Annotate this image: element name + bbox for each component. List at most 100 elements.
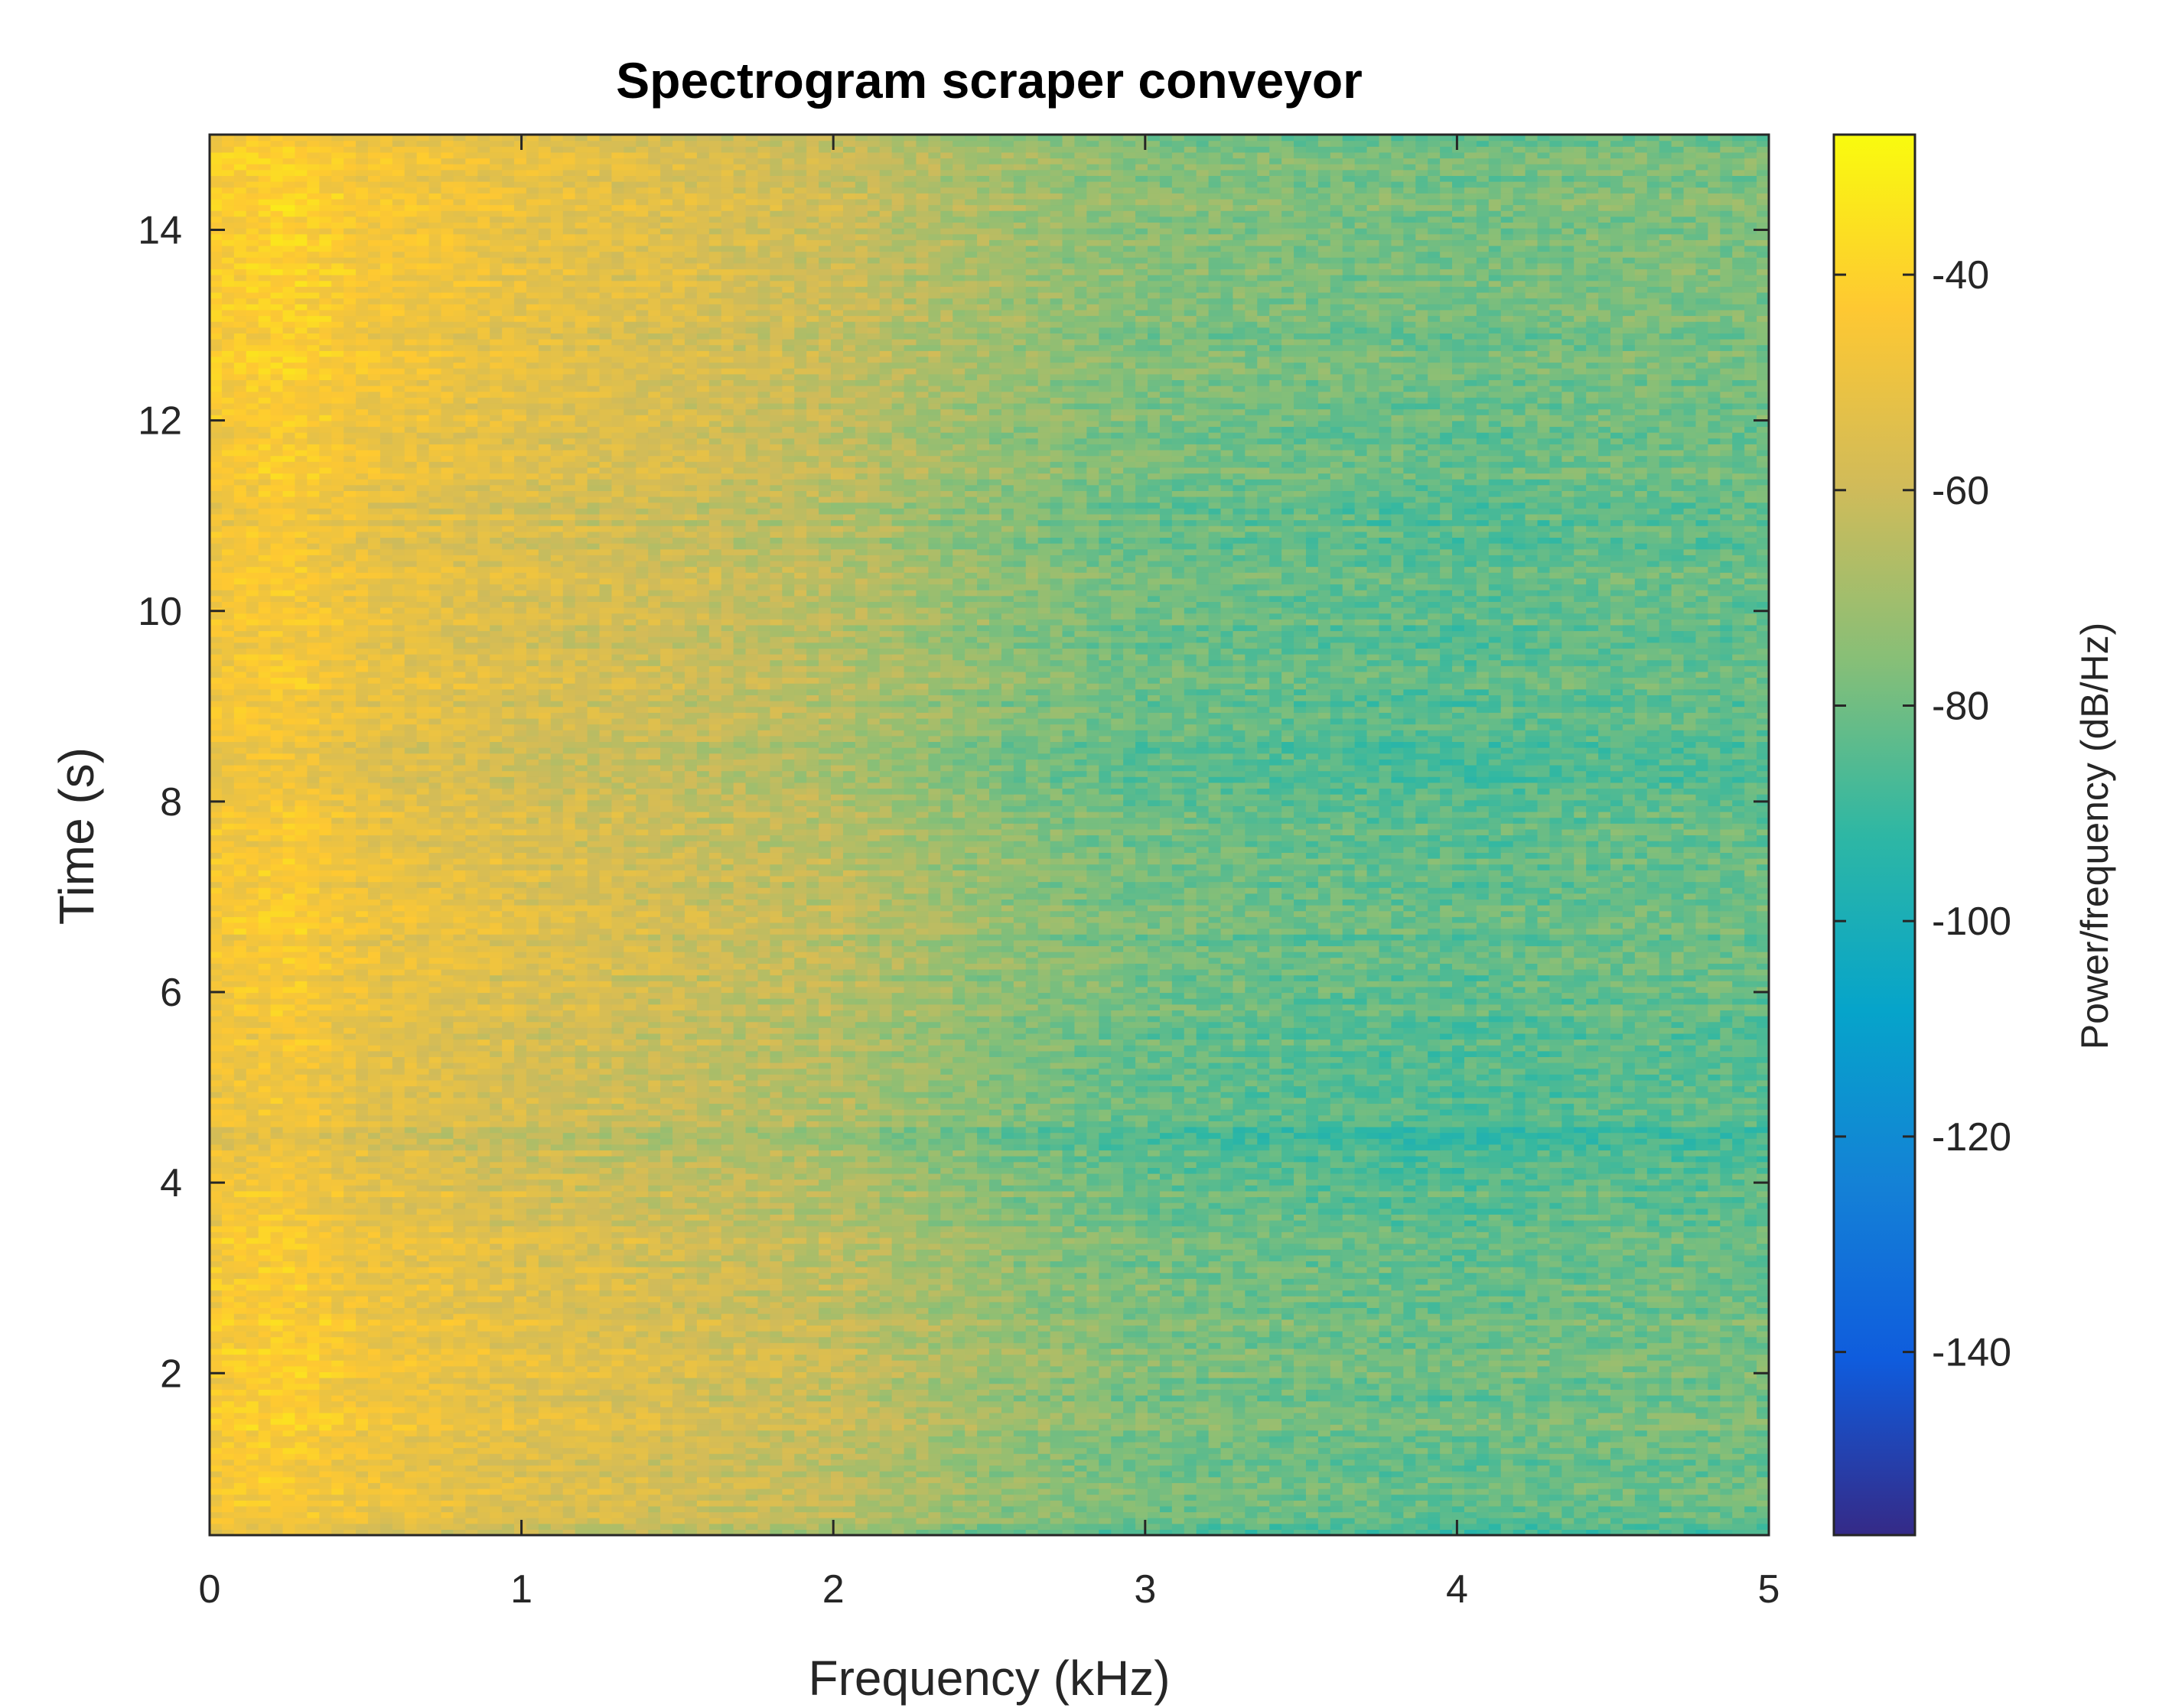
heatmap-cell xyxy=(563,1506,576,1512)
heatmap-cell xyxy=(1330,1500,1343,1506)
heatmap-cell xyxy=(685,1488,698,1495)
heatmap-cell xyxy=(1233,1482,1246,1488)
heatmap-cell xyxy=(1695,1482,1708,1488)
heatmap-cell xyxy=(429,1524,442,1530)
heatmap-cell xyxy=(855,1482,868,1488)
heatmap-cell xyxy=(1355,1524,1368,1530)
heatmap-cell xyxy=(514,1506,527,1512)
heatmap-cell xyxy=(380,1524,393,1530)
heatmap-cell xyxy=(295,1477,308,1483)
heatmap-cell xyxy=(563,1465,576,1471)
heatmap-cell xyxy=(952,1506,966,1512)
heatmap-cell xyxy=(1440,1488,1453,1495)
heatmap-cell xyxy=(1501,1477,1514,1483)
heatmap-cell xyxy=(1489,1500,1502,1506)
heatmap-cell xyxy=(1245,1471,1258,1477)
heatmap-cell xyxy=(477,1511,490,1518)
heatmap-cell xyxy=(1221,1506,1234,1512)
heatmap-cell xyxy=(746,1524,759,1530)
heatmap-cell xyxy=(502,1518,515,1524)
heatmap-cell xyxy=(1330,1511,1343,1518)
heatmap-cell xyxy=(1343,1524,1356,1530)
heatmap-cell xyxy=(502,1500,515,1506)
heatmap-cell xyxy=(1610,1495,1623,1501)
heatmap-cell xyxy=(490,1511,503,1518)
heatmap-cell xyxy=(868,1500,881,1506)
heatmap-cell xyxy=(1610,1518,1623,1524)
heatmap-cell xyxy=(1415,1500,1428,1506)
heatmap-cell xyxy=(514,1511,527,1518)
heatmap-cell xyxy=(1306,1506,1319,1512)
heatmap-cell xyxy=(429,1506,442,1512)
heatmap-cell xyxy=(782,1506,795,1512)
heatmap-cell xyxy=(319,1500,332,1506)
heatmap-cell xyxy=(855,1477,868,1483)
heatmap-cell xyxy=(344,1495,357,1501)
heatmap-cell xyxy=(1549,1511,1562,1518)
heatmap-cell xyxy=(588,1500,601,1506)
heatmap-cell xyxy=(307,1518,320,1524)
heatmap-cell xyxy=(1464,1482,1477,1488)
heatmap-cell xyxy=(1415,1495,1428,1501)
heatmap-cell xyxy=(600,1465,613,1471)
heatmap-cell xyxy=(672,1465,685,1471)
heatmap-cell xyxy=(1526,1500,1539,1506)
heatmap-cell xyxy=(1452,1471,1465,1477)
heatmap-cell xyxy=(514,1482,527,1488)
heatmap-cell xyxy=(794,1518,807,1524)
heatmap-cell xyxy=(1318,1471,1331,1477)
heatmap-cell xyxy=(1172,1500,1185,1506)
heatmap-cell xyxy=(1561,1524,1574,1530)
heatmap-cell xyxy=(1732,1488,1745,1495)
heatmap-cell xyxy=(1574,1506,1587,1512)
heatmap-cell xyxy=(709,1511,722,1518)
heatmap-cell xyxy=(1111,1495,1124,1501)
heatmap-cell xyxy=(1598,1471,1611,1477)
heatmap-cell xyxy=(441,1500,454,1506)
heatmap-cell xyxy=(1549,1477,1562,1483)
heatmap-cell xyxy=(588,1511,601,1518)
heatmap-cell xyxy=(405,1495,418,1501)
heatmap-cell xyxy=(746,1511,759,1518)
heatmap-cell xyxy=(441,1511,454,1518)
heatmap-cell xyxy=(685,1518,698,1524)
heatmap-cell xyxy=(1757,1495,1770,1501)
heatmap-cell xyxy=(1172,1506,1185,1512)
heatmap-cell xyxy=(1184,1471,1197,1477)
heatmap-cell xyxy=(624,1506,637,1512)
heatmap-cell xyxy=(417,1500,430,1506)
heatmap-cell xyxy=(1757,1471,1770,1477)
heatmap-cell xyxy=(757,1511,770,1518)
heatmap-cell xyxy=(1415,1524,1428,1530)
heatmap-cell xyxy=(271,1465,284,1471)
heatmap-cell xyxy=(928,1511,941,1518)
heatmap-cell xyxy=(283,1465,296,1471)
heatmap-cell xyxy=(940,1524,953,1530)
heatmap-cell xyxy=(271,1482,284,1488)
heatmap-cell xyxy=(331,1488,344,1495)
heatmap-cell xyxy=(1757,1524,1770,1530)
heatmap-cell xyxy=(806,1511,819,1518)
heatmap-cell xyxy=(1635,1495,1648,1501)
heatmap-cell xyxy=(843,1500,856,1506)
heatmap-cell xyxy=(928,1482,941,1488)
heatmap-cell xyxy=(551,1477,564,1483)
heatmap-cell xyxy=(210,1524,223,1530)
heatmap-cell xyxy=(1184,1477,1197,1483)
heatmap-cell xyxy=(794,1500,807,1506)
heatmap-cell xyxy=(1330,1506,1343,1512)
heatmap-cell xyxy=(794,1477,807,1483)
heatmap-cell xyxy=(636,1482,649,1488)
heatmap-cell xyxy=(636,1524,649,1530)
heatmap-cell xyxy=(246,1488,259,1495)
heatmap-cell xyxy=(246,1482,259,1488)
heatmap-cell xyxy=(1038,1518,1051,1524)
heatmap-cell xyxy=(526,1495,539,1501)
heatmap-cell xyxy=(405,1511,418,1518)
heatmap-cell xyxy=(575,1524,588,1530)
heatmap-cell xyxy=(1257,1477,1270,1483)
heatmap-cell xyxy=(259,1488,272,1495)
heatmap-cell xyxy=(685,1524,698,1530)
heatmap-cell xyxy=(259,1482,272,1488)
heatmap-cell xyxy=(1549,1482,1562,1488)
